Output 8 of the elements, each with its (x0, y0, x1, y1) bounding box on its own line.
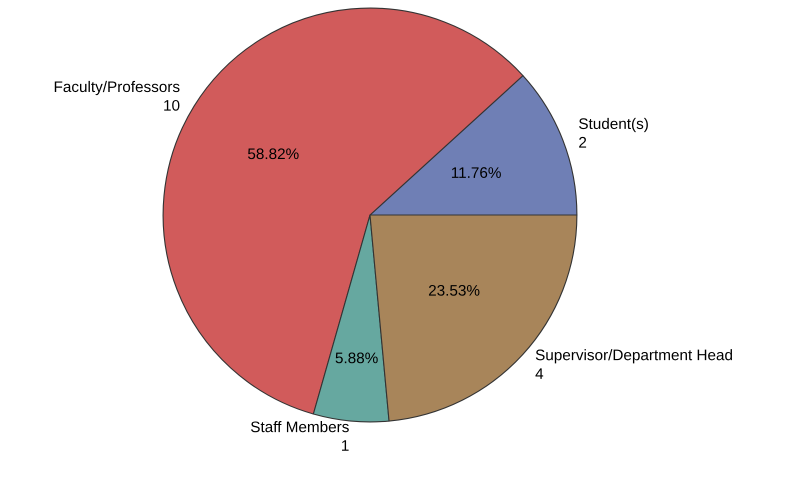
data-label: 5.88% (336, 352, 378, 364)
slice-label: Student(s) 2 (579, 118, 648, 148)
slice-label: Supervisor/Department Head 4 (535, 349, 732, 379)
slice-label: Faculty/Professors 10 (54, 80, 180, 111)
data-label: 58.82% (248, 148, 299, 160)
data-label: 11.76% (452, 167, 501, 178)
slice-label: Staff Members 1 (250, 421, 349, 451)
data-label: 23.53% (428, 284, 480, 296)
